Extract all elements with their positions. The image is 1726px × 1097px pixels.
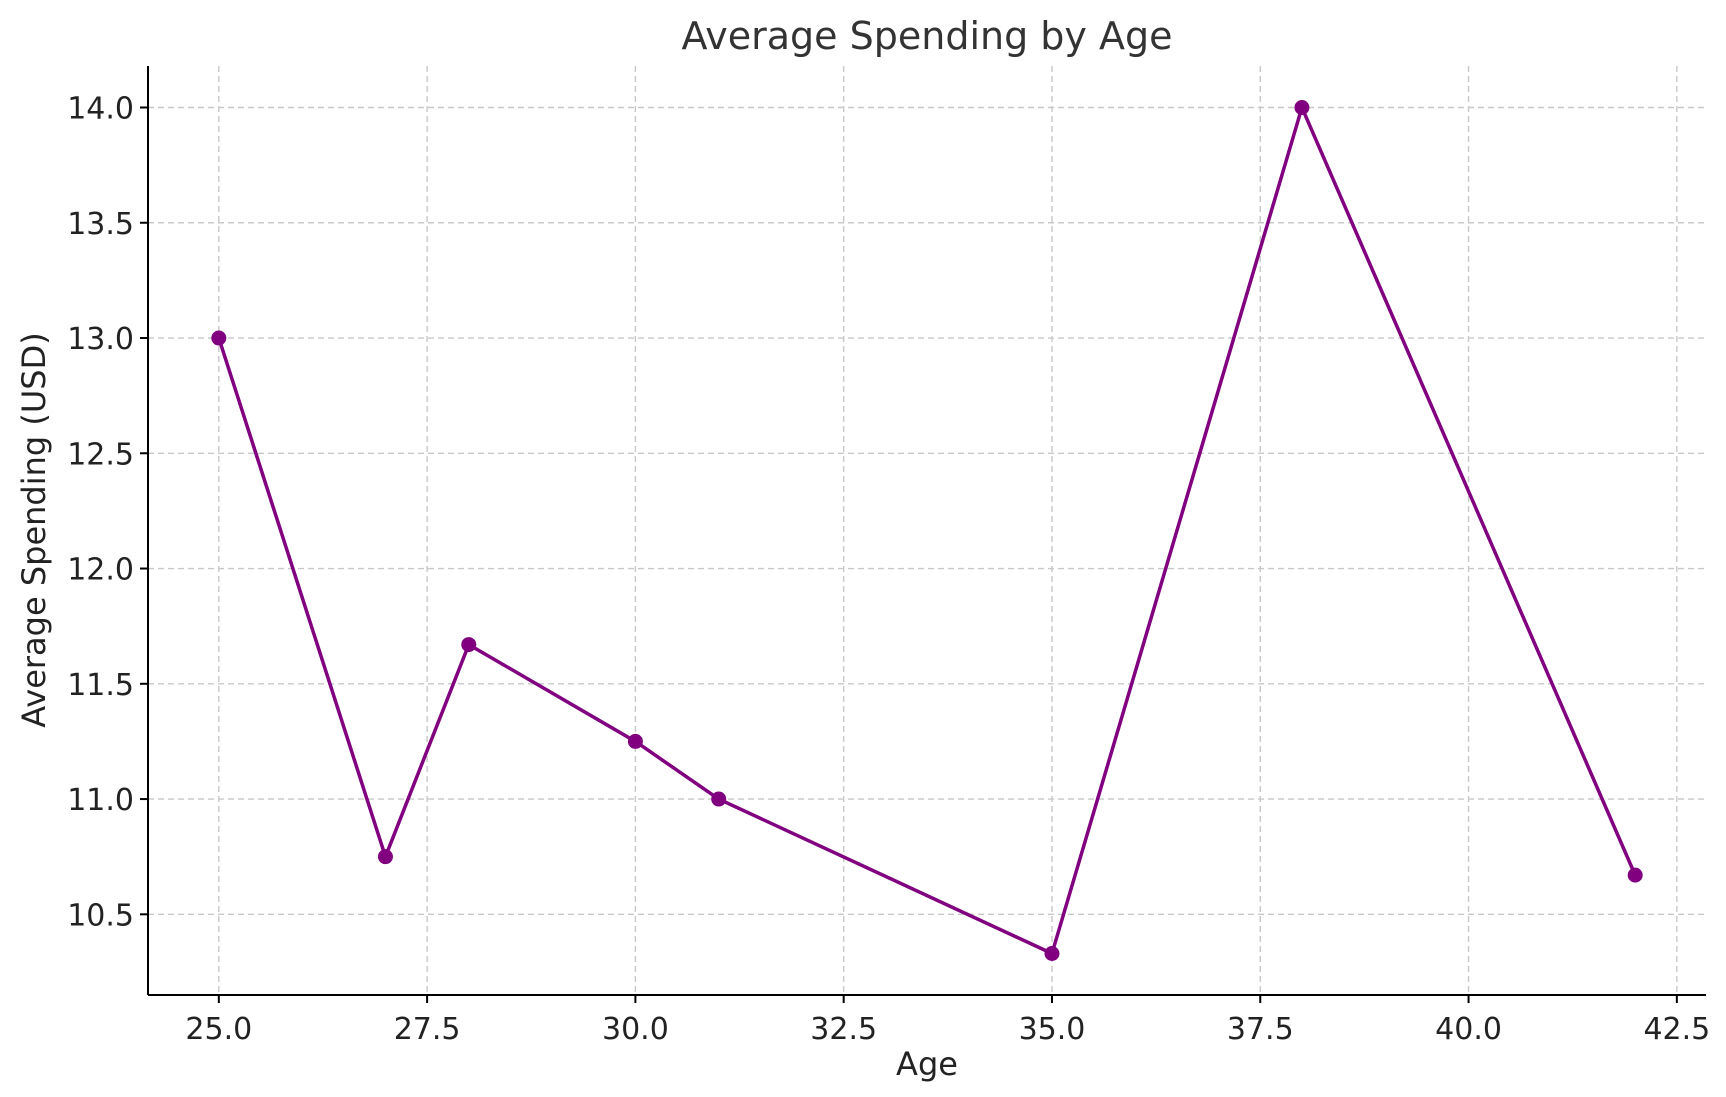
data-point (377, 849, 393, 865)
chart-title: Average Spending by Age (682, 14, 1173, 58)
y-tick-label: 11.0 (67, 783, 134, 818)
axes: 25.0 27.5 30.0 32.5 35.0 37.5 40.0 42.5 10.5 11.0… (67, 66, 1710, 1047)
data-point (1294, 99, 1310, 115)
x-tick-label: 32.5 (810, 1012, 877, 1047)
x-tick-label: 35.0 (1019, 1012, 1086, 1047)
data-point (211, 330, 227, 346)
y-tick-label: 13.5 (67, 207, 134, 242)
series-line (217, 105, 1637, 956)
data-point (1044, 946, 1060, 962)
data-point (1627, 867, 1643, 883)
data-point (461, 637, 477, 653)
x-axis-label: Age (896, 1045, 958, 1083)
y-tick-label: 14.0 (67, 91, 134, 126)
x-tick-label: 40.0 (1435, 1012, 1502, 1047)
y-axis-label: Average Spending (USD) (15, 332, 53, 727)
x-tick-label: 42.5 (1643, 1012, 1710, 1047)
series (211, 99, 1643, 962)
y-tick-label: 10.5 (67, 898, 134, 933)
y-tick-label: 12.0 (67, 553, 134, 588)
data-point (711, 791, 727, 807)
x-tick-label: 27.5 (394, 1012, 461, 1047)
y-tick-label: 12.5 (67, 437, 134, 472)
data-point (627, 733, 643, 749)
labels: Average Spending by Age Age Average Spen… (15, 14, 1172, 1083)
grid (148, 66, 1706, 995)
x-tick-label: 25.0 (185, 1012, 252, 1047)
x-tick-label: 30.0 (602, 1012, 669, 1047)
y-tick-label: 11.5 (67, 668, 134, 703)
x-tick-label: 37.5 (1227, 1012, 1294, 1047)
y-tick-label: 13.0 (67, 322, 134, 357)
